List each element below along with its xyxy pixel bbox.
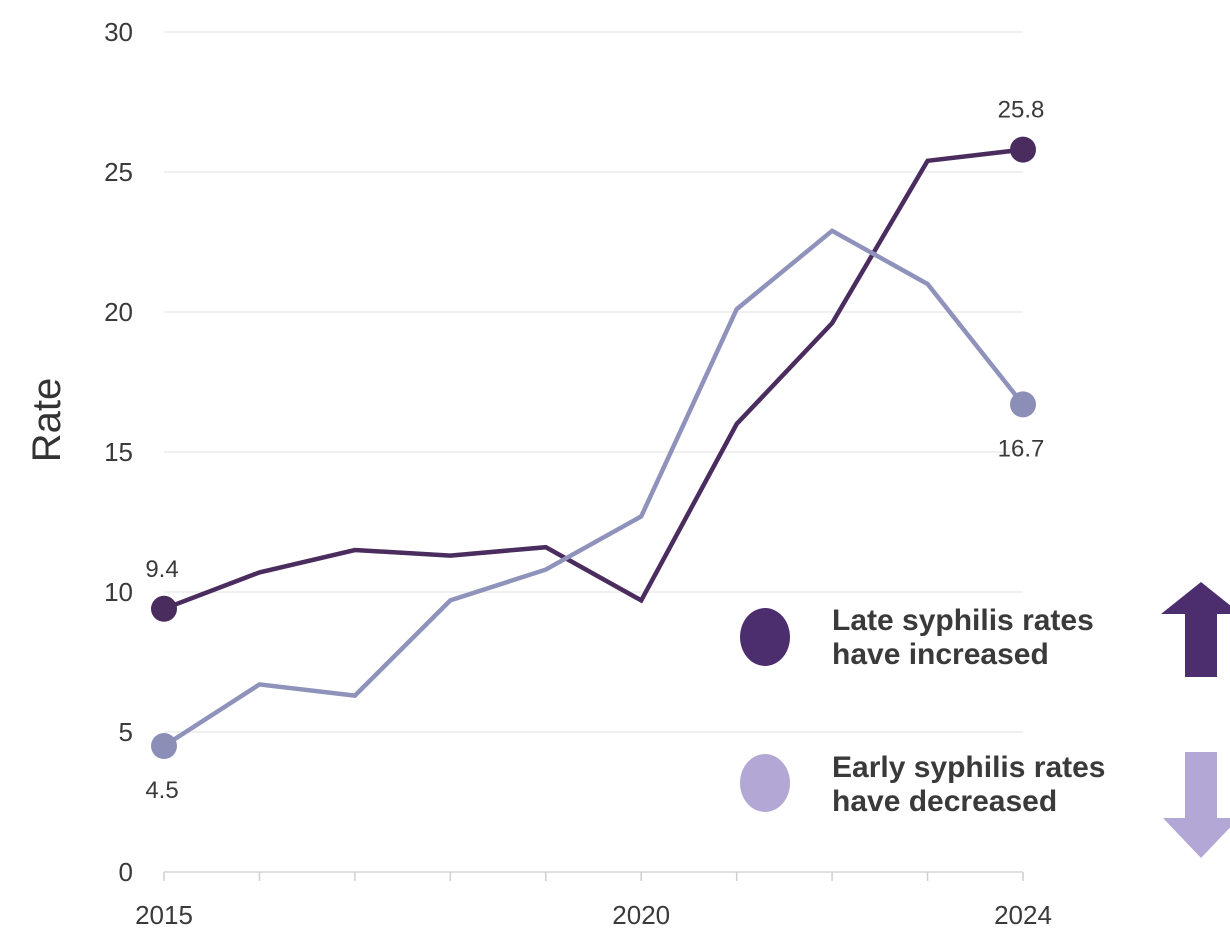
x-tick-label-2020: 2020 [612,900,670,930]
arrow-down-icon [1163,752,1230,858]
y-tick-label-20: 20 [104,297,133,327]
legend-dot-late [740,608,790,666]
y-tick-label-25: 25 [104,157,133,187]
gridlines [164,31,1023,733]
y-tick-label-0: 0 [119,857,133,887]
legend-text-early-0: Early syphilis rates [832,751,1106,784]
data-label-late-2024: 25.8 [998,97,1045,124]
x-tick-label-2015: 2015 [135,900,193,930]
legend-dot-early [740,754,790,812]
endpoint-markers [151,136,1036,759]
data-label-early-2024: 16.7 [998,435,1045,462]
legend-text-late-0: Late syphilis rates [832,604,1094,637]
series-line-early [162,228,1025,748]
point-late-2024 [1010,136,1036,163]
y-tick-label-10: 10 [104,577,133,607]
point-late-2015 [151,595,177,622]
data-label-early-2015: 4.5 [145,777,178,804]
data-label-late-2015: 9.4 [145,556,178,583]
legend-text-late-1: have increased [832,638,1049,671]
point-early-2015 [151,733,177,759]
y-tick-label-30: 30 [104,17,133,47]
y-axis-label: Rate [25,378,69,463]
series-line-late [163,147,1024,611]
legend-text-early-1: have decreased [832,785,1057,818]
axes: 0 5 10 15 20 25 30 2015 2020 2024 [104,17,1052,930]
x-tick-label-2024: 2024 [994,900,1052,930]
series-lines [162,147,1025,748]
y-tick-label-15: 15 [104,437,133,467]
y-tick-label-5: 5 [119,717,133,747]
data-labels: 9.4 25.8 4.5 16.7 [145,97,1044,804]
arrow-up-icon [1161,582,1230,677]
point-early-2024 [1010,391,1036,418]
